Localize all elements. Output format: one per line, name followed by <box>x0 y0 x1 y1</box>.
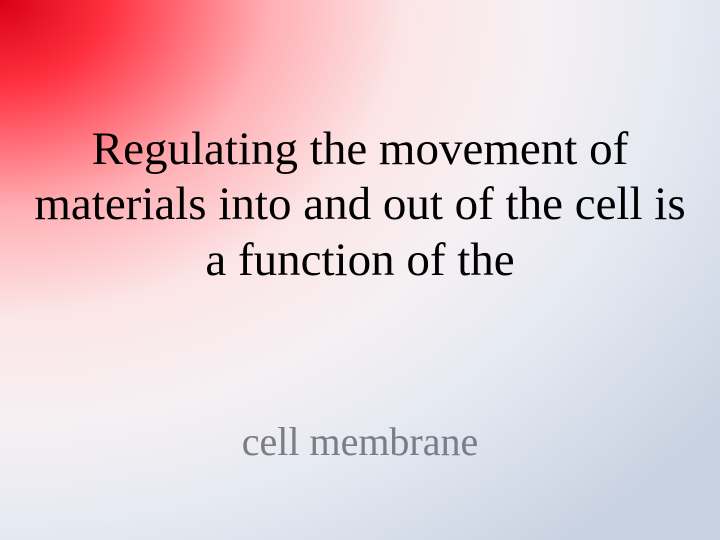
slide-container: Regulating the movement of materials int… <box>0 0 720 540</box>
question-text: Regulating the movement of materials int… <box>0 122 720 288</box>
answer-text: cell membrane <box>0 418 720 465</box>
